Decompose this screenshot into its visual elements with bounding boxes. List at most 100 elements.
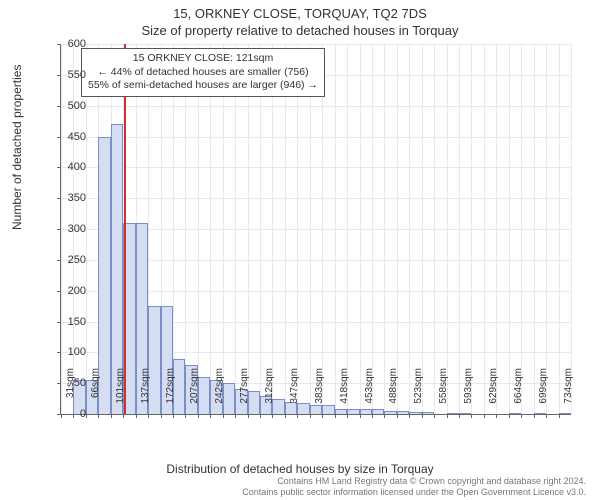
xtick-label: 242sqm [214, 368, 225, 418]
xtick-mark [310, 414, 311, 418]
gridline-h [61, 106, 571, 107]
gridline-v [86, 44, 87, 414]
gridline-v [248, 44, 249, 414]
ytick-label: 400 [46, 161, 86, 173]
gridline-v [534, 44, 535, 414]
xtick-mark [484, 414, 485, 418]
gridline-v [384, 44, 385, 414]
xtick-mark [384, 414, 385, 418]
gridline-v [235, 44, 236, 414]
footer-line-2: Contains public sector information licen… [242, 487, 586, 498]
xtick-label: 312sqm [264, 368, 275, 418]
gridline-v [360, 44, 361, 414]
xtick-label: 453sqm [364, 368, 375, 418]
gridline-v [422, 44, 423, 414]
ytick-label: 500 [46, 100, 86, 112]
gridline-v [210, 44, 211, 414]
gridline-v [571, 44, 572, 414]
ytick-label: 200 [46, 285, 86, 297]
gridline-v [459, 44, 460, 414]
gridline-v [310, 44, 311, 414]
gridline-h [61, 198, 571, 199]
gridline-v [521, 44, 522, 414]
xtick-label: 593sqm [463, 368, 474, 418]
gridline-v [335, 44, 336, 414]
xtick-label: 699sqm [538, 368, 549, 418]
xtick-label: 558sqm [438, 368, 449, 418]
x-axis-label: Distribution of detached houses by size … [0, 462, 600, 476]
ytick-label: 50 [46, 377, 86, 389]
ytick-label: 600 [46, 38, 86, 50]
xtick-mark [335, 414, 336, 418]
gridline-v [223, 44, 224, 414]
footer-attribution: Contains HM Land Registry data © Crown c… [242, 476, 586, 498]
xtick-mark [409, 414, 410, 418]
xtick-mark [559, 414, 560, 418]
gridline-v [496, 44, 497, 414]
gridline-v [347, 44, 348, 414]
xtick-mark [534, 414, 535, 418]
gridline-v [372, 44, 373, 414]
gridline-v [285, 44, 286, 414]
xtick-label: 277sqm [239, 368, 250, 418]
info-box-line: 55% of semi-detached houses are larger (… [88, 79, 318, 93]
xtick-mark [86, 414, 87, 418]
xtick-mark [161, 414, 162, 418]
ytick-label: 350 [46, 192, 86, 204]
ytick-label: 550 [46, 69, 86, 81]
title-subtitle: Size of property relative to detached ho… [0, 21, 600, 38]
xtick-mark [434, 414, 435, 418]
gridline-v [322, 44, 323, 414]
xtick-mark [260, 414, 261, 418]
info-box-line: ← 44% of detached houses are smaller (75… [88, 66, 318, 80]
xtick-label: 488sqm [388, 368, 399, 418]
xtick-label: 629sqm [488, 368, 499, 418]
xtick-mark [210, 414, 211, 418]
gridline-v [185, 44, 186, 414]
xtick-label: 418sqm [339, 368, 350, 418]
gridline-v [297, 44, 298, 414]
xtick-label: 734sqm [563, 368, 574, 418]
gridline-v [198, 44, 199, 414]
ytick-label: 250 [46, 254, 86, 266]
gridline-v [272, 44, 273, 414]
xtick-label: 347sqm [289, 368, 300, 418]
xtick-mark [285, 414, 286, 418]
title-address: 15, ORKNEY CLOSE, TORQUAY, TQ2 7DS [0, 0, 600, 21]
gridline-v [484, 44, 485, 414]
xtick-label: 207sqm [189, 368, 200, 418]
xtick-mark [459, 414, 460, 418]
xtick-label: 66sqm [90, 368, 101, 418]
info-box: 15 ORKNEY CLOSE: 121sqm← 44% of detached… [81, 48, 325, 97]
ytick-label: 0 [46, 408, 86, 420]
ytick-label: 450 [46, 131, 86, 143]
xtick-label: 137sqm [140, 368, 151, 418]
ytick-label: 150 [46, 316, 86, 328]
ytick-label: 100 [46, 346, 86, 358]
gridline-v [409, 44, 410, 414]
xtick-label: 383sqm [314, 368, 325, 418]
xtick-mark [136, 414, 137, 418]
gridline-h [61, 167, 571, 168]
gridline-v [397, 44, 398, 414]
xtick-label: 523sqm [413, 368, 424, 418]
xtick-mark [360, 414, 361, 418]
xtick-mark [509, 414, 510, 418]
plot-region: 31sqm66sqm101sqm137sqm172sqm207sqm242sqm… [60, 44, 571, 415]
gridline-h [61, 137, 571, 138]
gridline-v [509, 44, 510, 414]
footer-line-1: Contains HM Land Registry data © Crown c… [242, 476, 586, 487]
gridline-v [559, 44, 560, 414]
xtick-mark [185, 414, 186, 418]
property-marker-line [124, 44, 126, 414]
xtick-mark [235, 414, 236, 418]
gridline-v [434, 44, 435, 414]
gridline-v [546, 44, 547, 414]
xtick-mark [111, 414, 112, 418]
y-axis-label: Number of detached properties [10, 65, 24, 230]
gridline-h [61, 44, 571, 45]
ytick-label: 300 [46, 223, 86, 235]
gridline-v [471, 44, 472, 414]
xtick-label: 664sqm [513, 368, 524, 418]
info-box-line: 15 ORKNEY CLOSE: 121sqm [88, 52, 318, 66]
